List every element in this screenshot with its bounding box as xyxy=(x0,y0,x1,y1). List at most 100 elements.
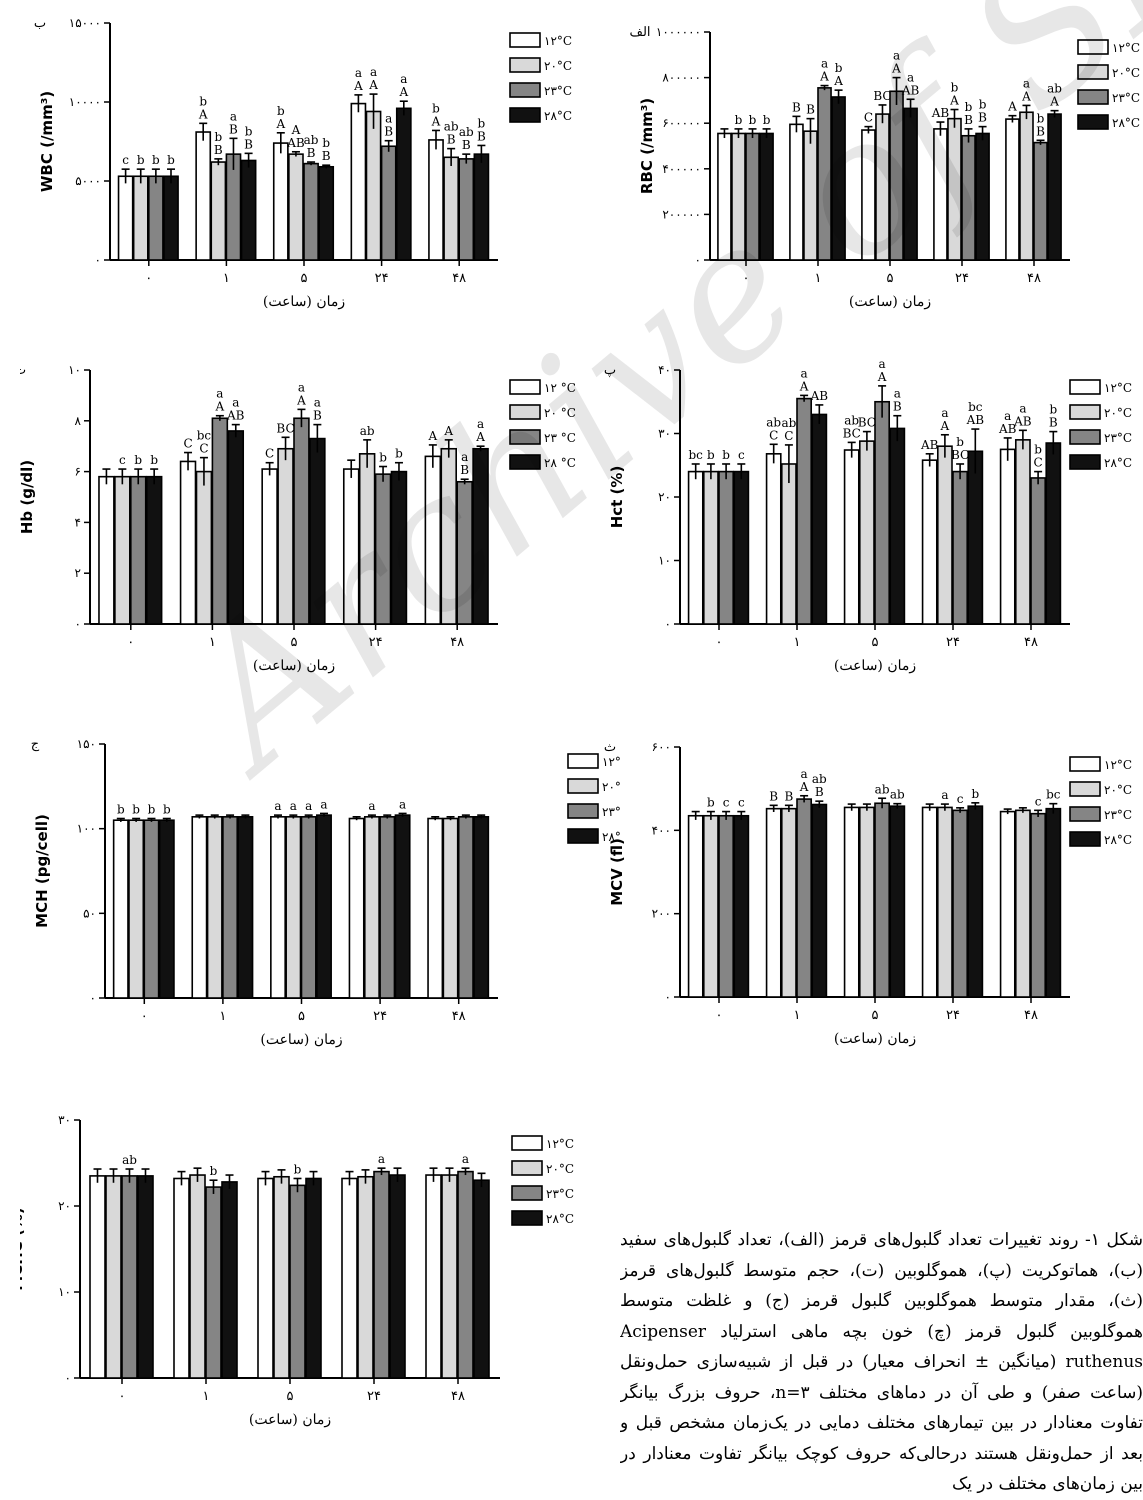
legend-label: ۲۸°C xyxy=(1112,116,1140,130)
significance-label: B xyxy=(384,125,393,139)
legend-label: ۲۸°C xyxy=(1104,456,1132,470)
significance-label: BC xyxy=(276,421,294,435)
x-axis-label: زمان (ساعت) xyxy=(253,658,335,674)
bar xyxy=(179,460,197,625)
bar xyxy=(473,816,490,999)
bar xyxy=(261,468,278,625)
bar xyxy=(442,817,459,999)
legend-label: ۱۲°C xyxy=(1104,758,1132,772)
significance-label: a xyxy=(378,1152,385,1166)
legend-label: ۲۰°C xyxy=(546,1162,574,1176)
bar xyxy=(936,806,953,998)
bar xyxy=(961,134,976,261)
significance-label: a xyxy=(305,799,312,813)
significance-label: A xyxy=(427,429,437,443)
significance-label: b xyxy=(277,104,285,118)
bar xyxy=(765,807,782,998)
significance-label: b xyxy=(707,796,715,810)
significance-label: C xyxy=(1034,456,1043,470)
bar xyxy=(114,475,131,625)
legend-swatch xyxy=(511,1135,543,1151)
legend-swatch xyxy=(1069,781,1101,797)
significance-label: BC xyxy=(873,89,891,103)
bar xyxy=(148,175,164,261)
legend-label: ۲۸°C xyxy=(546,1212,574,1226)
bar xyxy=(731,132,746,261)
bar xyxy=(348,817,365,999)
bar xyxy=(780,463,797,625)
significance-label: a xyxy=(232,396,239,410)
y-tick-label: ۱۰ xyxy=(58,1285,71,1299)
bar xyxy=(999,448,1016,625)
bar xyxy=(117,175,134,261)
significance-label: b xyxy=(956,435,964,449)
y-tick-label: ۱۰۰ xyxy=(77,822,96,836)
significance-label: a xyxy=(355,66,362,80)
legend-swatch xyxy=(511,1210,543,1226)
y-tick-label: ۰ xyxy=(90,991,96,1005)
bar xyxy=(952,809,969,998)
bar xyxy=(373,1170,390,1379)
bar xyxy=(1014,439,1031,625)
bar xyxy=(458,158,475,261)
significance-label: B xyxy=(792,100,801,114)
bar xyxy=(1033,141,1048,261)
bar xyxy=(733,470,750,625)
significance-label: bc xyxy=(1046,788,1061,802)
y-tick-label: ۴۰۰ xyxy=(652,823,671,837)
bar xyxy=(272,142,289,261)
significance-label: ab xyxy=(459,125,474,139)
bar xyxy=(221,1181,238,1379)
significance-label: a xyxy=(894,387,901,401)
legend-swatch xyxy=(567,753,599,769)
legend-swatch xyxy=(1077,64,1109,80)
significance-label: AB xyxy=(901,83,920,97)
significance-label: B xyxy=(769,789,778,803)
bar xyxy=(309,437,326,625)
x-tick-label: ۵ xyxy=(887,271,894,286)
bar xyxy=(1030,477,1047,625)
significance-label: a xyxy=(370,65,377,79)
bar xyxy=(277,447,294,625)
bar xyxy=(936,445,953,625)
significance-label: A xyxy=(431,114,441,128)
bar xyxy=(1014,809,1031,998)
legend-swatch xyxy=(511,1185,543,1201)
bar xyxy=(163,175,179,261)
bar xyxy=(718,470,735,625)
bar xyxy=(1045,442,1062,625)
significance-label: A xyxy=(819,70,829,84)
bar xyxy=(358,453,376,625)
significance-label: AB xyxy=(1013,414,1032,428)
bar xyxy=(145,475,163,625)
bar xyxy=(379,816,396,999)
significance-label: b xyxy=(150,453,158,467)
y-tick-label: ۶۰۰ xyxy=(652,740,671,754)
bar xyxy=(137,1175,154,1379)
significance-label: ab xyxy=(444,120,459,134)
legend-label: ۲۳°C xyxy=(1104,808,1132,822)
bar xyxy=(811,803,828,998)
significance-label: b xyxy=(979,98,987,112)
bar xyxy=(293,417,310,625)
bar xyxy=(195,131,212,261)
bar xyxy=(874,802,891,998)
bar xyxy=(921,806,938,998)
significance-label: a xyxy=(477,417,484,431)
bar xyxy=(831,96,846,261)
legend-swatch xyxy=(567,803,599,819)
legend-label: ۱۲°C xyxy=(546,1137,574,1151)
significance-label: b xyxy=(379,451,387,465)
bar xyxy=(425,1174,442,1379)
significance-label: A xyxy=(940,419,950,433)
significance-label: a xyxy=(941,406,948,420)
significance-label: B xyxy=(1036,124,1045,138)
significance-label: B xyxy=(460,463,469,477)
significance-label: C xyxy=(199,442,208,456)
significance-label: b xyxy=(294,1162,302,1176)
significance-label: b xyxy=(148,803,156,817)
significance-label: ab xyxy=(304,133,319,147)
bar xyxy=(702,470,719,625)
panel-label: الف xyxy=(629,25,650,40)
